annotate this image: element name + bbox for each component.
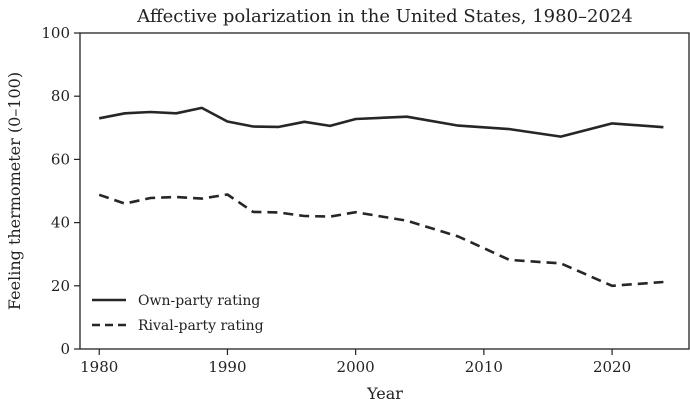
legend-label: Own-party rating — [138, 293, 260, 309]
plot-frame — [79, 32, 690, 350]
x-tick-label: 2010 — [465, 358, 503, 376]
x-tick-label: 2020 — [593, 358, 631, 376]
y-axis-label: Feeling thermometer (0–100) — [5, 72, 24, 310]
series-lines — [98, 106, 664, 288]
chart-title: Affective polarization in the United Sta… — [136, 6, 633, 27]
y-tick-label: 60 — [51, 150, 70, 168]
y-tick-label: 80 — [51, 87, 70, 105]
series-line-rival-party-rating — [98, 193, 664, 288]
y-tick-label: 100 — [41, 24, 70, 42]
y-tick-label: 0 — [60, 340, 70, 358]
x-axis-label: Year — [366, 384, 403, 403]
x-tick-label: 1990 — [208, 358, 246, 376]
x-tick-label: 2000 — [337, 358, 375, 376]
x-tick-label: 1980 — [80, 358, 118, 376]
legend: Own-party rating Rival-party rating — [92, 293, 264, 334]
y-axis: 0 20 40 60 80 100 — [41, 24, 80, 358]
y-tick-label: 40 — [51, 214, 70, 232]
x-axis: 1980 1990 2000 2010 2020 — [80, 349, 631, 376]
y-tick-label: 20 — [51, 277, 70, 295]
legend-label: Rival-party rating — [138, 318, 264, 334]
series-line-own-party-rating — [98, 106, 664, 138]
